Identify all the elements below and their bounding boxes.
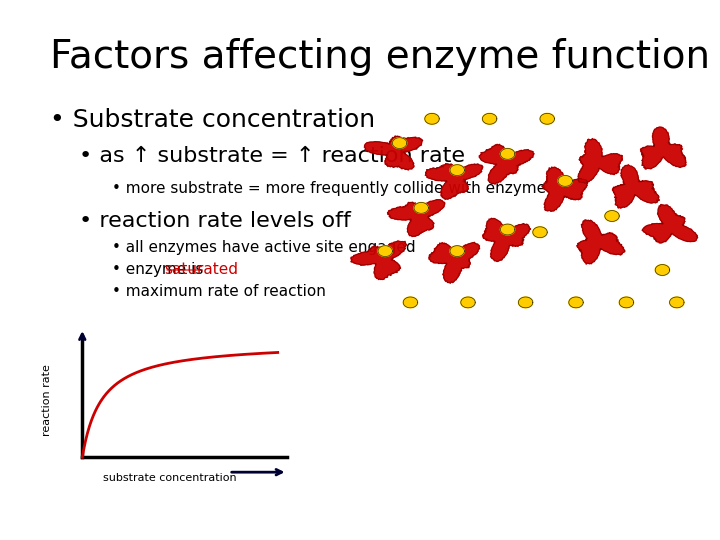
Polygon shape — [482, 218, 531, 261]
Polygon shape — [482, 113, 497, 124]
Polygon shape — [640, 127, 686, 169]
Polygon shape — [351, 241, 406, 280]
Polygon shape — [392, 138, 407, 148]
Polygon shape — [533, 227, 547, 238]
Polygon shape — [500, 148, 515, 159]
Polygon shape — [569, 297, 583, 308]
Polygon shape — [414, 202, 428, 213]
Polygon shape — [500, 224, 515, 235]
Text: • more substrate = more frequently collide with enzyme: • more substrate = more frequently colli… — [112, 181, 546, 196]
Polygon shape — [558, 176, 572, 186]
Polygon shape — [619, 297, 634, 308]
Text: reaction rate: reaction rate — [42, 363, 52, 436]
Polygon shape — [450, 165, 464, 176]
Polygon shape — [670, 297, 684, 308]
Polygon shape — [461, 297, 475, 308]
Polygon shape — [655, 265, 670, 275]
Text: • all enzymes have active site engaged: • all enzymes have active site engaged — [112, 240, 415, 255]
Text: • enzyme is: • enzyme is — [112, 262, 208, 277]
Polygon shape — [542, 167, 588, 211]
Polygon shape — [612, 165, 660, 208]
Polygon shape — [403, 297, 418, 308]
Polygon shape — [518, 297, 533, 308]
Polygon shape — [425, 113, 439, 124]
Polygon shape — [577, 220, 625, 264]
Text: • reaction rate levels off: • reaction rate levels off — [79, 211, 351, 231]
Polygon shape — [480, 144, 534, 184]
Polygon shape — [642, 205, 698, 243]
Polygon shape — [378, 246, 392, 256]
Text: Factors affecting enzyme function: Factors affecting enzyme function — [50, 38, 711, 76]
Polygon shape — [540, 113, 554, 124]
Polygon shape — [578, 139, 623, 183]
Text: • maximum rate of reaction: • maximum rate of reaction — [112, 284, 325, 299]
Polygon shape — [605, 211, 619, 221]
Text: • Substrate concentration: • Substrate concentration — [50, 108, 376, 132]
Polygon shape — [364, 136, 423, 170]
Text: • as ↑ substrate = ↑ reaction rate: • as ↑ substrate = ↑ reaction rate — [79, 146, 465, 166]
Text: saturated: saturated — [164, 262, 238, 277]
Polygon shape — [426, 164, 483, 199]
Polygon shape — [387, 200, 445, 237]
Text: substrate concentration: substrate concentration — [104, 473, 237, 483]
Polygon shape — [450, 246, 464, 256]
Polygon shape — [428, 242, 480, 284]
